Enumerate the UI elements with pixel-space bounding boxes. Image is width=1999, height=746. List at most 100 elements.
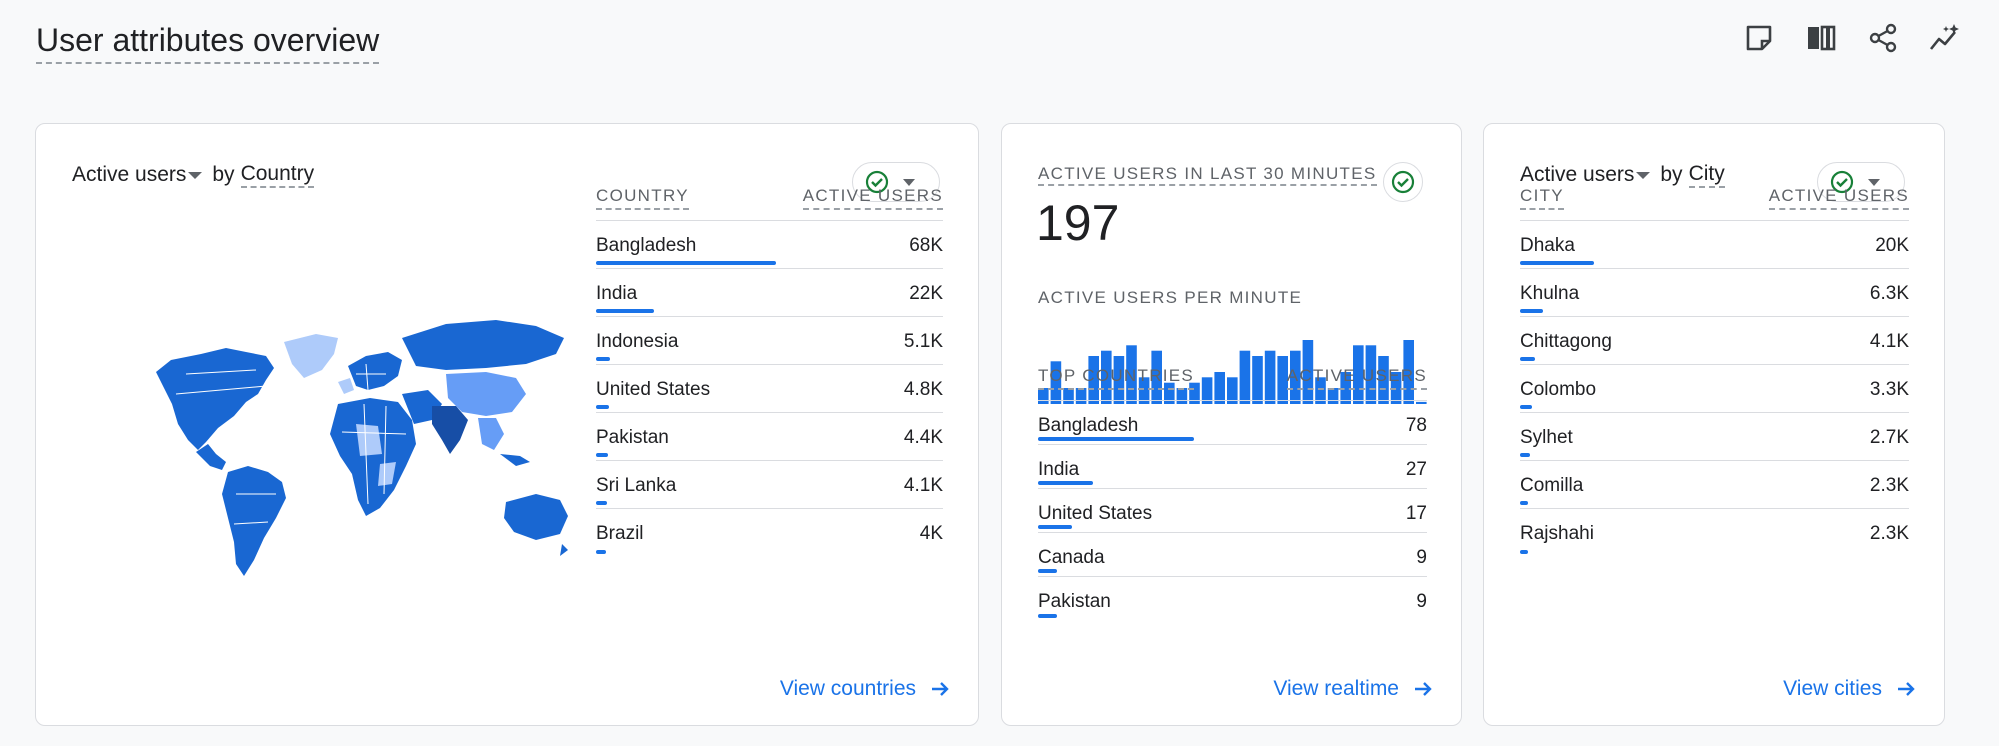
view-realtime-link[interactable]: View realtime: [1273, 677, 1433, 701]
card-title: Active users by City: [1520, 162, 1725, 188]
minute-bar: [1164, 382, 1175, 404]
row-share-bar: [1520, 309, 1543, 313]
arrow-right-icon: [1898, 682, 1915, 696]
table-row[interactable]: Bangladesh 68K: [596, 221, 943, 269]
table-header: COUNTRY ACTIVE USERS: [596, 186, 943, 221]
minute-bar: [1353, 345, 1364, 404]
row-share-bar: [596, 357, 610, 361]
row-label: Canada: [1038, 547, 1105, 568]
minute-bar: [1075, 388, 1087, 404]
table-row[interactable]: Rajshahi 2.3K: [1520, 509, 1909, 557]
minute-bar: [1365, 345, 1377, 404]
table-row[interactable]: Brazil 4K: [596, 509, 943, 557]
insights-icon[interactable]: [1929, 22, 1961, 54]
note-icon[interactable]: [1743, 22, 1775, 54]
row-value: 68K: [909, 235, 943, 256]
row-share-bar: [1520, 453, 1530, 457]
minute-bar: [1214, 372, 1225, 404]
row-share-bar: [1038, 437, 1194, 441]
table-body: Bangladesh 78 India 27 United States 17 Canada…: [1038, 401, 1427, 621]
minute-bar: [1038, 388, 1049, 404]
table-row[interactable]: India 27: [1038, 445, 1427, 489]
status-pill[interactable]: [1383, 162, 1423, 202]
row-value: 5.1K: [903, 331, 943, 352]
row-label: Pakistan: [1038, 591, 1111, 612]
table-row[interactable]: Dhaka 20K: [1520, 221, 1909, 269]
table-row[interactable]: Indonesia 5.1K: [596, 317, 943, 365]
table-body: Bangladesh 68K India 22K Indonesia 5.1K United…: [596, 221, 943, 557]
view-countries-link[interactable]: View countries: [780, 677, 950, 701]
metric-selector[interactable]: Active users: [72, 163, 206, 187]
row-value: 9: [1416, 591, 1427, 612]
minute-bar: [1315, 377, 1326, 404]
realtime-title: ACTIVE USERS IN LAST 30 MINUTES: [1038, 164, 1377, 186]
row-share-bar: [1520, 550, 1529, 554]
per-minute-label: ACTIVE USERS PER MINUTE: [1038, 288, 1303, 307]
dimension-selector[interactable]: City: [1688, 162, 1725, 188]
table-row[interactable]: United States 17: [1038, 489, 1427, 533]
table-row[interactable]: Sri Lanka 4.1K: [596, 461, 943, 509]
table-row[interactable]: Colombo 3.3K: [1520, 365, 1909, 413]
row-share-bar: [596, 453, 608, 457]
row-share-bar: [1520, 405, 1532, 409]
minute-bar: [1264, 350, 1276, 404]
table-row[interactable]: Sylhet 2.7K: [1520, 413, 1909, 461]
table-row[interactable]: Pakistan 9: [1038, 577, 1427, 621]
minute-bar: [1416, 401, 1427, 404]
table-header: CITY ACTIVE USERS: [1520, 186, 1909, 221]
top-countries-table: TOP COUNTRIES ACTIVE USERS Bangladesh 78 I…: [1038, 366, 1427, 621]
minute-bar: [1277, 356, 1288, 404]
view-cities-link[interactable]: View cities: [1783, 677, 1916, 701]
row-label: Brazil: [596, 523, 644, 544]
row-label: Dhaka: [1520, 235, 1575, 256]
table-row[interactable]: Comilla 2.3K: [1520, 461, 1909, 509]
table-row[interactable]: Khulna 6.3K: [1520, 269, 1909, 317]
row-label: Comilla: [1520, 475, 1584, 496]
row-label: Pakistan: [596, 427, 669, 448]
table-row[interactable]: Canada 9: [1038, 533, 1427, 577]
row-value: 6.3K: [1869, 283, 1909, 304]
row-value: 20K: [1875, 235, 1909, 256]
chevron-down-icon: [903, 178, 915, 186]
table-row[interactable]: United States 4.8K: [596, 365, 943, 413]
minute-bar: [1403, 340, 1414, 404]
minute-bar: [1138, 377, 1150, 404]
city-table: CITY ACTIVE USERS Dhaka 20K Khulna 6.3K Chit…: [1520, 186, 1909, 557]
minute-bar: [1176, 388, 1188, 404]
row-value: 4.8K: [903, 379, 943, 400]
table-row[interactable]: Pakistan 4.4K: [596, 413, 943, 461]
chevron-down-icon: [1868, 178, 1880, 186]
minute-bar: [1050, 361, 1062, 404]
row-share-bar: [596, 550, 607, 554]
table-row[interactable]: India 22K: [596, 269, 943, 317]
minute-bar: [1290, 350, 1301, 404]
metric-selector[interactable]: Active users: [1520, 163, 1654, 187]
row-share-bar: [1038, 569, 1057, 573]
status-pill[interactable]: [852, 162, 940, 202]
row-value: 78: [1405, 415, 1427, 436]
row-value: 4.4K: [903, 427, 943, 448]
city-card: Active users by City CITY ACTIVE USERS D…: [1483, 123, 1945, 726]
minute-bar: [1151, 350, 1162, 404]
minute-bar: [1201, 377, 1213, 404]
active-users-count: 197: [1036, 195, 1120, 251]
table-row[interactable]: Chittagong 4.1K: [1520, 317, 1909, 365]
row-value: 9: [1416, 547, 1427, 568]
row-share-bar: [596, 405, 609, 409]
table-row[interactable]: Bangladesh 78: [1038, 401, 1427, 445]
row-label: Sylhet: [1520, 427, 1573, 448]
minute-bar: [1113, 356, 1125, 404]
compare-icon[interactable]: [1805, 22, 1837, 54]
share-icon[interactable]: [1867, 22, 1899, 54]
row-label: Colombo: [1520, 379, 1597, 400]
minute-bar: [1063, 388, 1074, 404]
row-value: 3.3K: [1869, 379, 1909, 400]
row-share-bar: [1520, 261, 1594, 265]
status-pill[interactable]: [1817, 162, 1905, 202]
table-body: Dhaka 20K Khulna 6.3K Chittagong 4.1K Colombo 3…: [1520, 221, 1909, 557]
row-share-bar: [1520, 501, 1529, 505]
dimension-selector[interactable]: Country: [240, 162, 315, 188]
row-value: 4.1K: [1869, 331, 1909, 352]
minute-bar: [1378, 356, 1389, 404]
minute-bar: [1101, 350, 1112, 404]
